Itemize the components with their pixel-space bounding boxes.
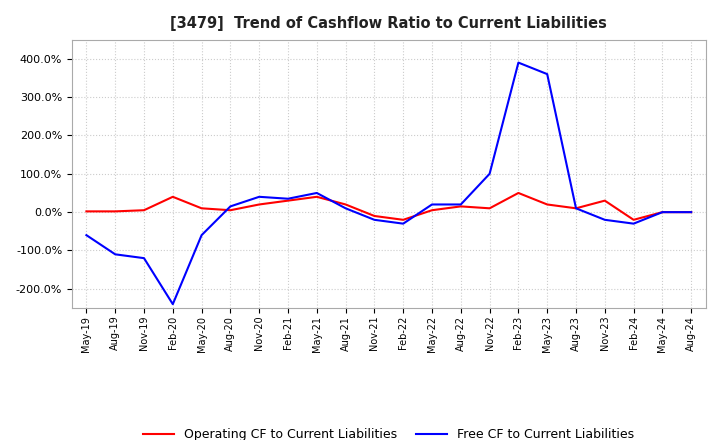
Free CF to Current Liabilities [168,301,177,307]
Free CF to Current Liabilities [399,221,408,226]
Free CF to Current Liabilities [629,221,638,226]
Free CF to Current Liabilities [197,232,206,238]
Operating CF to Current Liabilities [140,208,148,213]
Operating CF to Current Liabilities [312,194,321,199]
Free CF to Current Liabilities [658,209,667,215]
Free CF to Current Liabilities [82,232,91,238]
Free CF to Current Liabilities [140,256,148,261]
Operating CF to Current Liabilities [370,213,379,219]
Operating CF to Current Liabilities [600,198,609,203]
Free CF to Current Liabilities [543,71,552,77]
Operating CF to Current Liabilities [456,204,465,209]
Operating CF to Current Liabilities [629,217,638,223]
Operating CF to Current Liabilities [399,217,408,223]
Free CF to Current Liabilities [456,202,465,207]
Free CF to Current Liabilities [514,60,523,65]
Operating CF to Current Liabilities [255,202,264,207]
Operating CF to Current Liabilities [341,202,350,207]
Free CF to Current Liabilities [341,205,350,211]
Free CF to Current Liabilities [312,191,321,196]
Operating CF to Current Liabilities [197,205,206,211]
Free CF to Current Liabilities [255,194,264,199]
Operating CF to Current Liabilities [168,194,177,199]
Free CF to Current Liabilities [370,217,379,223]
Title: [3479]  Trend of Cashflow Ratio to Current Liabilities: [3479] Trend of Cashflow Ratio to Curren… [171,16,607,32]
Free CF to Current Liabilities [111,252,120,257]
Free CF to Current Liabilities [284,196,292,202]
Operating CF to Current Liabilities [111,209,120,214]
Operating CF to Current Liabilities [226,208,235,213]
Operating CF to Current Liabilities [572,205,580,211]
Operating CF to Current Liabilities [543,202,552,207]
Free CF to Current Liabilities [572,205,580,211]
Free CF to Current Liabilities [485,171,494,176]
Operating CF to Current Liabilities [485,205,494,211]
Operating CF to Current Liabilities [284,198,292,203]
Line: Operating CF to Current Liabilities: Operating CF to Current Liabilities [86,193,691,220]
Legend: Operating CF to Current Liabilities, Free CF to Current Liabilities: Operating CF to Current Liabilities, Fre… [143,428,634,440]
Operating CF to Current Liabilities [514,191,523,196]
Operating CF to Current Liabilities [687,209,696,215]
Free CF to Current Liabilities [687,209,696,215]
Free CF to Current Liabilities [428,202,436,207]
Line: Free CF to Current Liabilities: Free CF to Current Liabilities [86,62,691,304]
Operating CF to Current Liabilities [82,209,91,214]
Operating CF to Current Liabilities [428,208,436,213]
Operating CF to Current Liabilities [658,209,667,215]
Free CF to Current Liabilities [600,217,609,223]
Free CF to Current Liabilities [226,204,235,209]
